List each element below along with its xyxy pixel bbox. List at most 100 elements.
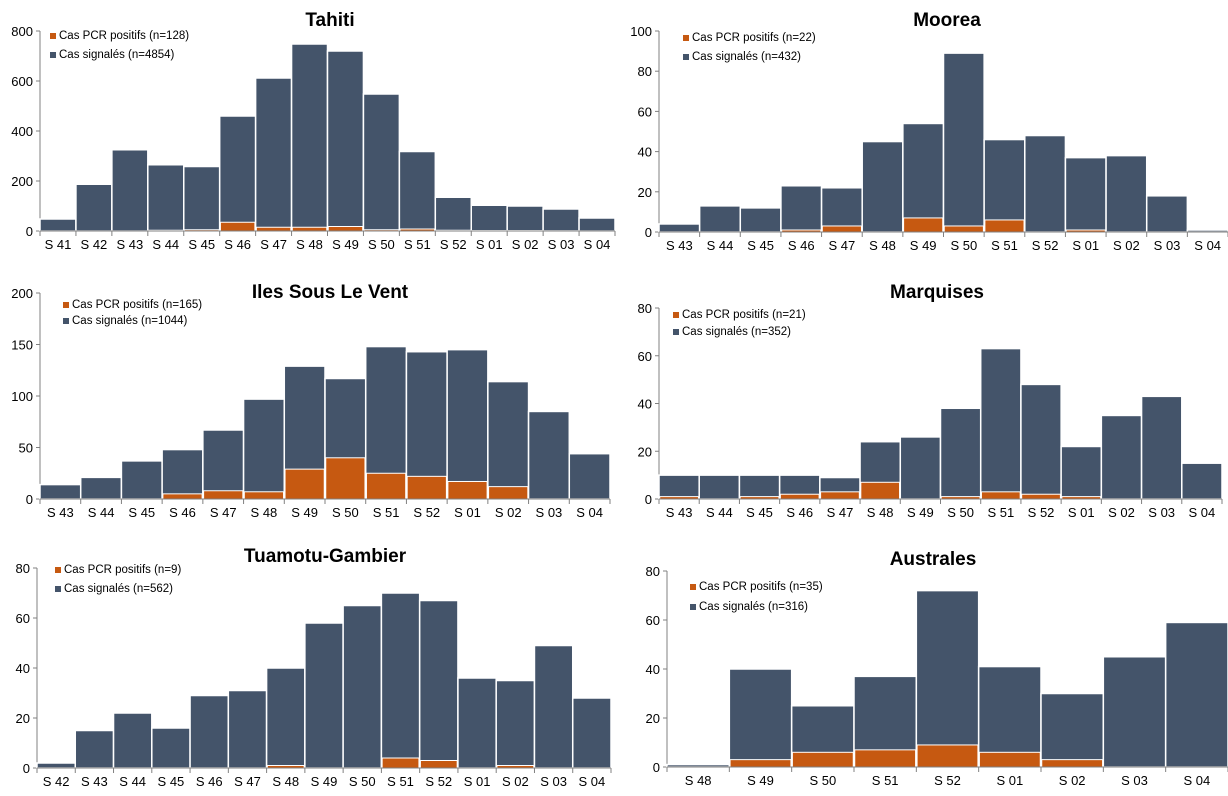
bar-pcr xyxy=(328,227,362,232)
bar-reported xyxy=(256,78,292,231)
bar-reported xyxy=(1103,657,1165,767)
bar-reported xyxy=(1061,446,1101,499)
x-tick-label: S 02 xyxy=(1113,238,1140,253)
bar-reported xyxy=(363,94,399,231)
x-tick-label: S 52 xyxy=(934,773,961,788)
legend-label: Cas PCR positifs (n=9) xyxy=(64,564,181,576)
bar-reported xyxy=(916,591,978,767)
bar-reported xyxy=(184,167,220,232)
x-tick-label: S 01 xyxy=(454,505,481,520)
y-tick-label: 200 xyxy=(11,286,33,301)
x-tick-label: S 43 xyxy=(666,505,693,520)
x-tick-label: S 44 xyxy=(152,237,179,252)
x-tick-label: S 48 xyxy=(869,238,896,253)
y-tick-label: 800 xyxy=(11,24,33,39)
x-tick-label: S 48 xyxy=(685,773,712,788)
bar-reported xyxy=(1065,158,1106,232)
x-tick-label: S 45 xyxy=(746,505,773,520)
bar-reported xyxy=(507,206,543,231)
y-tick-label: 20 xyxy=(638,444,652,459)
y-tick-label: 60 xyxy=(638,349,652,364)
y-tick-label: 20 xyxy=(16,711,30,726)
y-tick-label: 100 xyxy=(630,24,652,39)
x-tick-label: S 46 xyxy=(196,774,223,789)
bar-reported xyxy=(1101,415,1141,499)
x-tick-label: S 45 xyxy=(128,505,155,520)
bar-pcr xyxy=(326,458,365,499)
bar-reported xyxy=(112,150,148,231)
bar-reported xyxy=(228,691,266,769)
x-tick-label: S 48 xyxy=(272,774,299,789)
x-tick-label: S 49 xyxy=(747,773,774,788)
bar-reported xyxy=(1142,396,1182,499)
bar-reported xyxy=(1106,156,1147,232)
x-tick-label: S 46 xyxy=(169,505,196,520)
bar-reported xyxy=(148,165,184,231)
x-tick-label: S 04 xyxy=(1183,773,1210,788)
x-tick-label: S 49 xyxy=(332,237,359,252)
bar-pcr xyxy=(944,226,983,232)
bar-pcr xyxy=(366,473,405,499)
y-tick-label: 200 xyxy=(11,174,33,189)
x-tick-label: S 44 xyxy=(707,238,734,253)
bar-pcr xyxy=(420,761,457,769)
bar-reported xyxy=(1182,463,1222,499)
bar-reported xyxy=(435,197,471,231)
x-tick-label: S 47 xyxy=(827,505,854,520)
x-tick-label: S 49 xyxy=(311,774,338,789)
legend-swatch xyxy=(690,604,696,610)
legend-swatch xyxy=(50,52,56,58)
legend-label: Cas PCR positifs (n=21) xyxy=(682,309,806,321)
x-tick-label: S 04 xyxy=(1189,505,1216,520)
bar-pcr xyxy=(163,494,202,499)
y-tick-label: 40 xyxy=(16,661,30,676)
x-tick-label: S 51 xyxy=(991,238,1018,253)
bar-pcr xyxy=(861,482,900,499)
legend: Cas PCR positifs (n=165)Cas signalés (n=… xyxy=(63,299,202,327)
bar-pcr xyxy=(780,494,819,499)
x-tick-label: S 43 xyxy=(666,238,693,253)
x-tick-label: S 04 xyxy=(584,237,611,252)
legend-label: Cas signalés (n=1044) xyxy=(72,315,188,327)
bar-reported xyxy=(740,208,781,232)
y-tick-label: 600 xyxy=(11,74,33,89)
x-tick-label: S 45 xyxy=(747,238,774,253)
bar-pcr xyxy=(985,220,1024,232)
x-tick-label: S 49 xyxy=(907,505,934,520)
x-tick-label: S 51 xyxy=(373,505,400,520)
y-tick-label: 0 xyxy=(26,492,33,507)
x-tick-label: S 44 xyxy=(706,505,733,520)
bar-pcr xyxy=(917,745,978,767)
y-tick-label: 0 xyxy=(23,761,30,776)
bar-reported xyxy=(220,116,256,231)
x-tick-label: S 01 xyxy=(476,237,503,252)
x-tick-label: S 01 xyxy=(1072,238,1099,253)
x-tick-label: S 50 xyxy=(349,774,376,789)
bar-reported xyxy=(399,152,435,232)
bar-reported xyxy=(729,669,791,767)
bar-reported xyxy=(305,623,343,768)
bar-reported xyxy=(903,123,944,232)
bar-reported xyxy=(529,411,570,499)
y-tick-label: 0 xyxy=(645,492,652,507)
y-tick-label: 100 xyxy=(11,389,33,404)
bar-reported xyxy=(699,475,739,499)
legend: Cas PCR positifs (n=22)Cas signalés (n=4… xyxy=(683,32,816,63)
y-tick-label: 40 xyxy=(638,397,652,412)
y-tick-label: 60 xyxy=(16,611,30,626)
bar-pcr xyxy=(1042,760,1103,767)
bar-reported xyxy=(267,668,305,768)
bar-reported xyxy=(381,593,419,768)
bar-reported xyxy=(328,51,364,231)
bar-reported xyxy=(659,475,699,499)
bar-reported xyxy=(190,696,228,769)
y-tick-label: 400 xyxy=(11,124,33,139)
legend-label: Cas signalés (n=352) xyxy=(682,326,791,338)
x-tick-label: S 46 xyxy=(788,238,815,253)
y-tick-label: 60 xyxy=(638,104,652,119)
x-tick-label: S 43 xyxy=(47,505,74,520)
y-tick-label: 40 xyxy=(646,662,660,677)
legend-swatch xyxy=(673,312,679,318)
